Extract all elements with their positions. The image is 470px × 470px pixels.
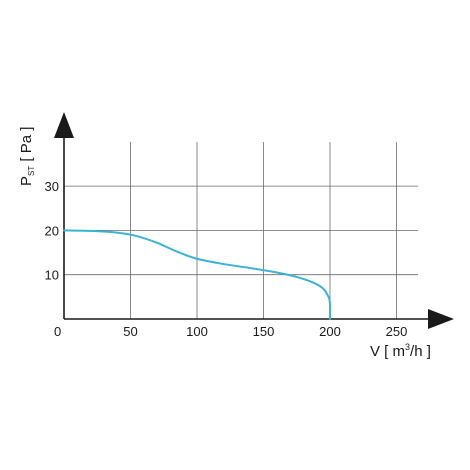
x-tick-label-200: 200 [319, 324, 341, 339]
grid-lines [64, 142, 418, 319]
y-axis-label-suffix: [ Pa ] [18, 127, 35, 166]
x-tick-label-50: 50 [123, 324, 137, 339]
y-axis-label: PST [ Pa ] [18, 127, 36, 186]
x-axis-label-suffix: /h ] [410, 343, 431, 360]
x-axis-label-sup: 3 [405, 342, 410, 352]
x-axis-label: V [ m3/h ] [370, 342, 431, 360]
x-axis-arrow-icon [428, 309, 454, 329]
tick-labels: 0 50 100 150 200 250 10 20 30 [45, 179, 408, 339]
y-tick-label-30: 30 [45, 179, 59, 194]
x-tick-label-100: 100 [186, 324, 208, 339]
y-axis-label-sub: ST [27, 166, 36, 176]
x-axis-label-prefix: V [ m [370, 343, 405, 360]
y-tick-label-10: 10 [45, 268, 59, 283]
axes [54, 112, 454, 329]
x-tick-label-250: 250 [386, 324, 408, 339]
series-line-0 [63, 229, 332, 320]
x-tick-label-150: 150 [253, 324, 275, 339]
y-axis-arrow-icon [54, 112, 74, 138]
y-axis-label-prefix: P [18, 176, 35, 186]
y-tick-label-20: 20 [45, 223, 59, 238]
series-layer [63, 229, 332, 320]
x-tick-label-0: 0 [54, 324, 61, 339]
